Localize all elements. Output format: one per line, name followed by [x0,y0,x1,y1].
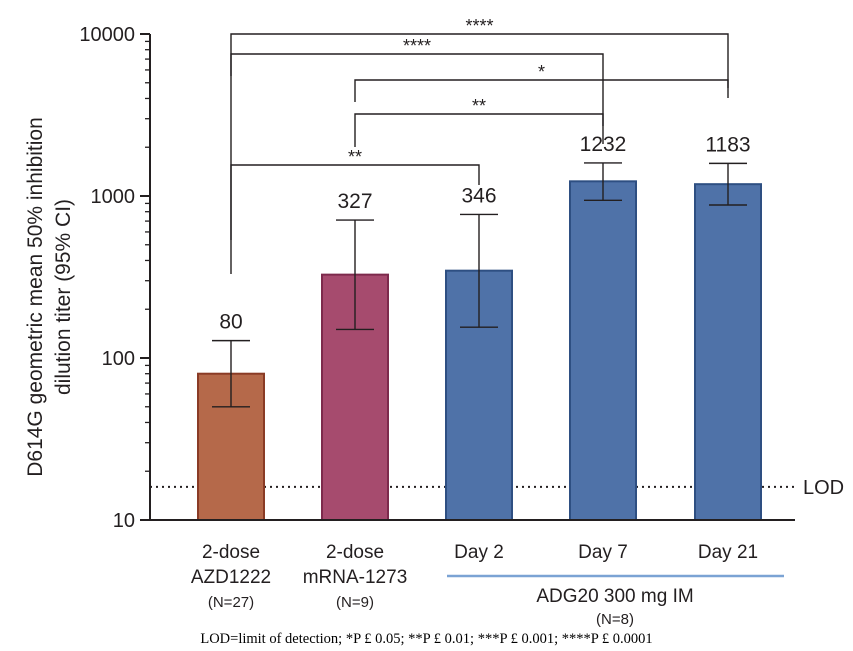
y-tick-label: 100 [102,348,135,370]
significance-label: ** [348,147,362,167]
lod-label: LOD [803,477,844,499]
y-tick-label: 10000 [79,24,135,46]
x-tick-label: AZD1222 [191,567,271,588]
group-n-label: (N=8) [596,611,634,628]
value-label: 80 [219,311,242,334]
significance-bracket [354,113,604,147]
significance-bracket [230,53,604,274]
significance-label: * [538,62,545,82]
significance-label: **** [403,36,431,56]
x-tick-n-label: (N=27) [208,594,254,611]
footnote: LOD=limit of detection; *P £ 0.05; **P £… [200,631,653,647]
value-label: 1232 [580,133,627,156]
bar-chart: LOD 80 327 346 1232 1183 10 100 1000 10000 D614G g… [24,16,844,628]
significance-label: ** [472,96,486,116]
value-label: 1183 [705,133,750,156]
x-tick-label: mRNA-1273 [303,567,408,588]
significance-bracket [230,164,480,240]
y-axis-title: dilution titer (95% CI) [52,199,75,395]
x-tick-n-label: (N=9) [336,594,374,611]
bar [569,180,637,521]
x-tick-label: Day 7 [578,542,628,563]
significance-label: **** [465,16,493,36]
x-tick-label: 2-dose [202,542,260,563]
group-label: ADG20 300 mg IM [536,586,693,607]
x-tick-label: 2-dose [326,542,384,563]
y-tick-label: 1000 [91,186,136,208]
y-tick-label: 10 [113,510,135,532]
value-label: 346 [461,184,496,207]
value-label: 327 [337,190,372,213]
bar [694,183,762,521]
significance-bracket [354,79,729,102]
x-tick-label: Day 21 [698,542,758,563]
x-tick-label: Day 2 [454,542,504,563]
y-axis-title: D614G geometric mean 50% inhibition [24,117,47,477]
